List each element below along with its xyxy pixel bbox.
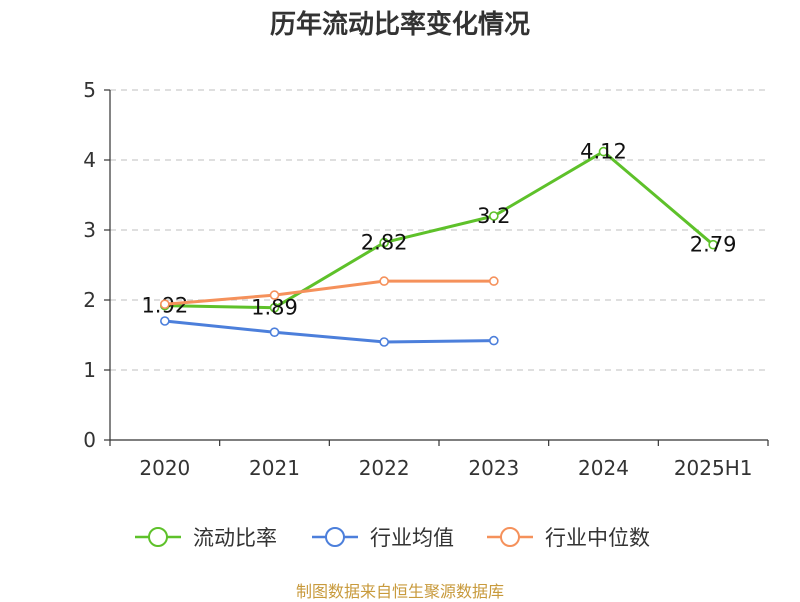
data-point [269,327,280,338]
legend-marker [148,527,168,547]
series-line [164,150,715,310]
x-tick-label: 2023 [468,456,519,480]
data-point [160,316,170,326]
data-point [708,239,718,250]
y-tick-label: 2 [83,288,96,312]
data-point [489,335,499,346]
source-note: 制图数据来自恒生聚源数据库 [295,582,504,601]
chart-title: 历年流动比率变化情况 [269,10,530,40]
y-tick-label: 5 [83,78,96,102]
series-line [164,319,494,344]
x-tick-label: 2024 [578,456,629,480]
legend-label: 流动比率 [193,526,277,550]
data-label: 2.82 [361,231,408,255]
data-point [379,276,389,286]
legend-marker [500,527,520,547]
x-tick-label: 2020 [139,456,190,480]
data-label: 2.79 [690,233,737,257]
legend-label: 行业均值 [370,526,454,550]
y-tick-label: 4 [83,148,96,172]
data-point [160,299,170,310]
data-label: 4.12 [580,140,627,164]
data-point [598,146,609,157]
data-point [489,276,499,286]
legend-marker [325,527,345,547]
data-label: 3.2 [477,204,510,228]
x-tick-label: 2022 [359,456,410,480]
y-tick-label: 1 [83,358,96,382]
data-point [269,290,280,300]
y-tick-label: 0 [83,428,96,452]
data-point [379,337,389,347]
data-point [379,237,389,248]
legend-label: 行业中位数 [545,526,650,550]
series-line [164,279,494,306]
y-tick-label: 3 [83,218,96,242]
x-tick-label: 2025H1 [674,456,753,480]
x-tick-label: 2021 [249,456,300,480]
data-point [269,302,280,313]
data-point [489,211,499,221]
